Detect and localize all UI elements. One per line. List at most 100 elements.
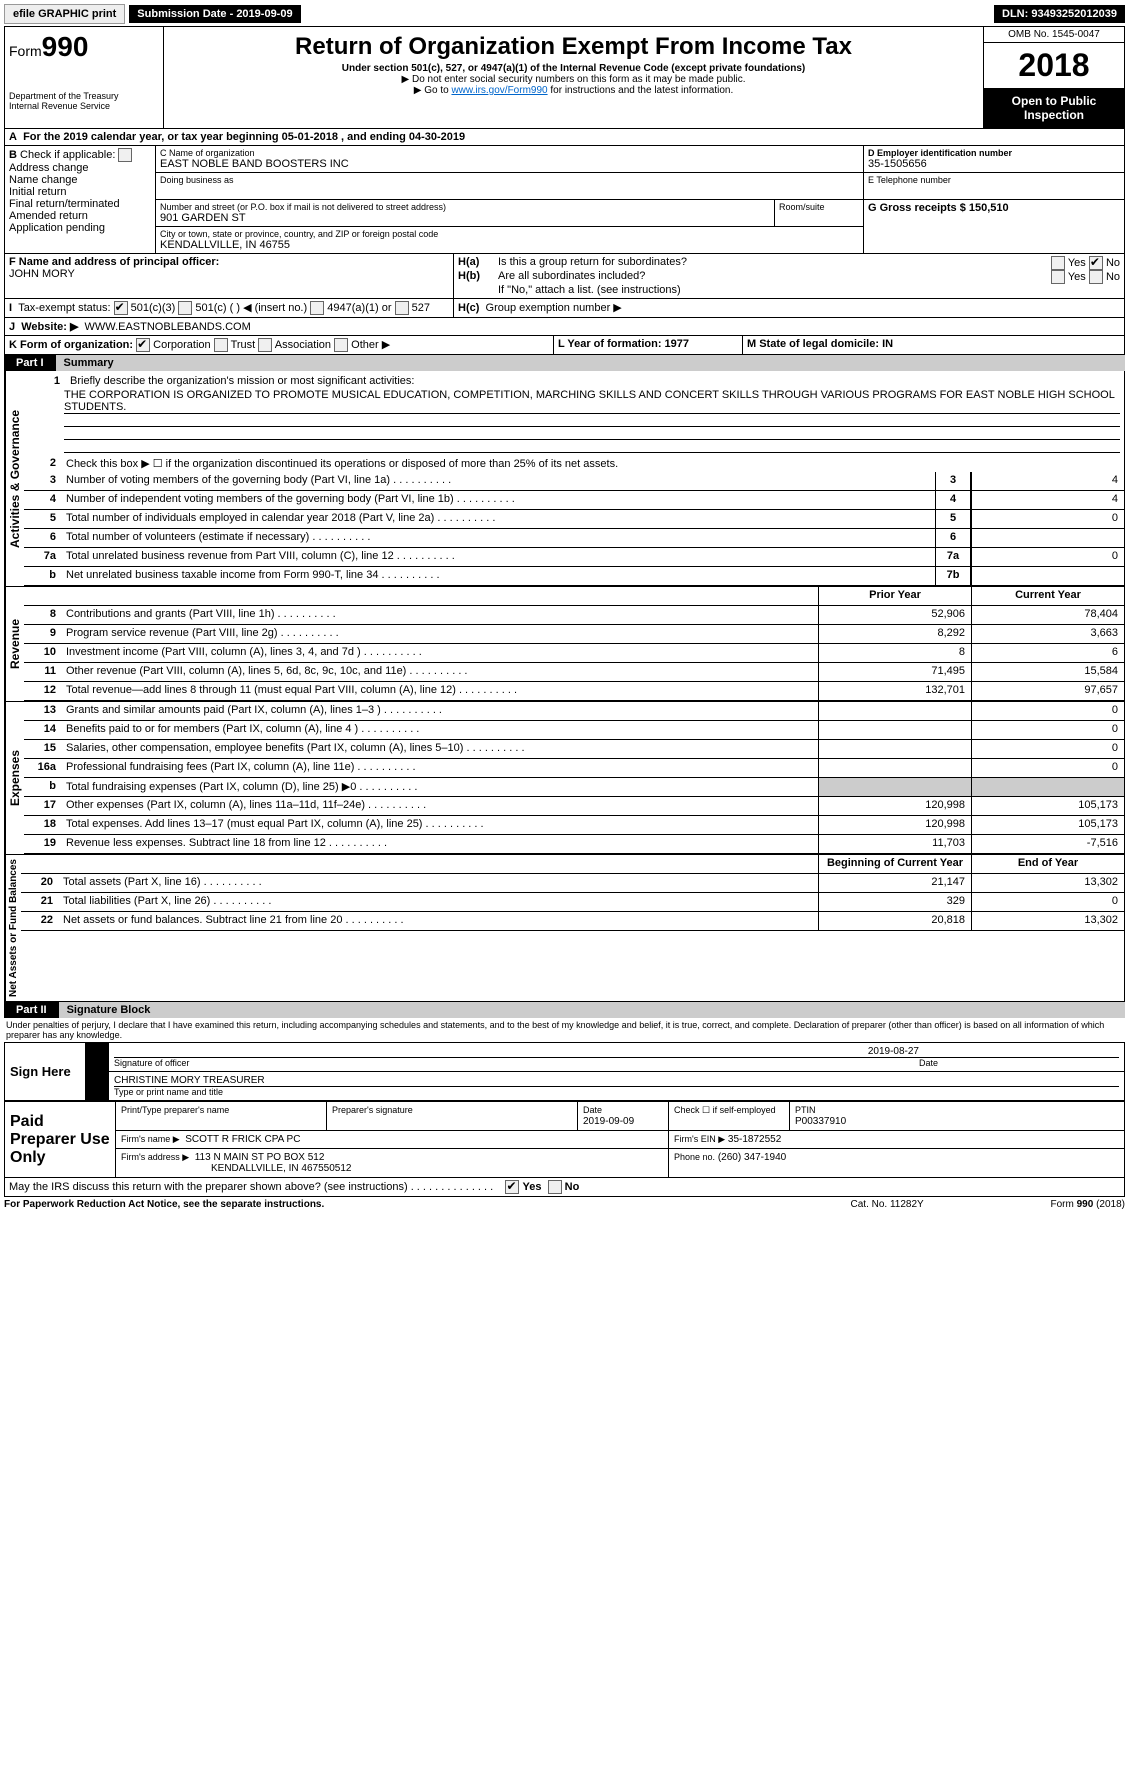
line-15: 15 Salaries, other compensation, employe… xyxy=(24,740,1124,759)
l1-label: Briefly describe the organization's miss… xyxy=(66,373,1120,389)
chk-amended: Amended return xyxy=(9,210,151,222)
line-10: 10 Investment income (Part VIII, column … xyxy=(24,644,1124,663)
efile-label: efile GRAPHIC print xyxy=(4,4,125,24)
side-rev: Revenue xyxy=(5,587,24,701)
officer-label: F Name and address of principal officer: xyxy=(9,256,219,268)
chk-pending: Application pending xyxy=(9,222,151,234)
line-20: 20 Total assets (Part X, line 16) 21,147… xyxy=(21,874,1124,893)
tax-year: 2018 xyxy=(984,43,1124,88)
sign-here: Sign Here xyxy=(5,1043,86,1101)
signature-table: Sign Here 2019-08-27 Signature of office… xyxy=(4,1042,1125,1101)
line-11: 11 Other revenue (Part VIII, column (A),… xyxy=(24,663,1124,682)
chk-527[interactable] xyxy=(395,301,409,315)
line-7a: 7a Total unrelated business revenue from… xyxy=(24,548,1124,567)
line-3: 3 Number of voting members of the govern… xyxy=(24,472,1124,491)
line-8: 8 Contributions and grants (Part VIII, l… xyxy=(24,606,1124,625)
pra-notice: For Paperwork Reduction Act Notice, see … xyxy=(4,1199,851,1210)
firm-name: SCOTT R FRICK CPA PC xyxy=(185,1134,300,1145)
chk-corp[interactable] xyxy=(136,338,150,352)
form-header: Form990 Department of the Treasury Inter… xyxy=(4,26,1125,129)
h-a: Is this a group return for subordinates? xyxy=(498,256,1051,270)
col-current: Current Year xyxy=(971,587,1124,605)
sig-officer-label: Signature of officer xyxy=(114,1058,919,1068)
chk-name-change: Name change xyxy=(9,174,151,186)
net-assets-section: Net Assets or Fund Balances Beginning of… xyxy=(4,855,1125,1002)
chk-trust[interactable] xyxy=(214,338,228,352)
open-to-public: Open to Public Inspection xyxy=(984,88,1124,128)
line-6: 6 Total number of volunteers (estimate i… xyxy=(24,529,1124,548)
website-row: J Website: ▶ WWW.EASTNOBLEBANDS.COM xyxy=(4,318,1125,336)
line-19: 19 Revenue less expenses. Subtract line … xyxy=(24,835,1124,854)
chk-assoc[interactable] xyxy=(258,338,272,352)
room-label: Room/suite xyxy=(779,202,859,212)
period-begin: For the 2019 calendar year, or tax year … xyxy=(23,131,338,143)
chk-hb-no[interactable] xyxy=(1089,270,1103,284)
chk-final: Final return/terminated xyxy=(9,198,151,210)
note-goto: ▶ Go to www.irs.gov/Form990 for instruct… xyxy=(172,85,975,96)
header-block: B Check if applicable: Address change Na… xyxy=(4,146,1125,254)
ptin-value: P00337910 xyxy=(795,1116,846,1127)
line-9: 9 Program service revenue (Part VIII, li… xyxy=(24,625,1124,644)
part1-header: Part I Summary xyxy=(4,355,1125,371)
line-22: 22 Net assets or fund balances. Subtract… xyxy=(21,912,1124,931)
side-ag: Activities & Governance xyxy=(5,371,24,586)
ein-label: D Employer identification number xyxy=(868,148,1012,158)
period-row: A For the 2019 calendar year, or tax yea… xyxy=(4,129,1125,146)
dept-label: Department of the Treasury xyxy=(9,91,159,101)
line-16a: 16a Professional fundraising fees (Part … xyxy=(24,759,1124,778)
chk-other[interactable] xyxy=(334,338,348,352)
addr-label: Number and street (or P.O. box if mail i… xyxy=(160,202,770,212)
city-value: KENDALLVILLE, IN 46755 xyxy=(160,239,859,251)
form-number: 990 xyxy=(42,31,89,62)
side-exp: Expenses xyxy=(5,702,24,854)
irs-link[interactable]: www.irs.gov/Form990 xyxy=(451,85,547,96)
line-21: 21 Total liabilities (Part X, line 26) 3… xyxy=(21,893,1124,912)
chk-discuss-yes[interactable] xyxy=(505,1180,519,1194)
form-org-row: K Form of organization: Corporation Trus… xyxy=(4,336,1125,355)
chk-addr-change: Address change xyxy=(9,162,151,174)
officer-name-title: CHRISTINE MORY TREASURER xyxy=(114,1075,1119,1087)
check-self-emp: Check ☐ if self-employed xyxy=(674,1105,776,1115)
activities-governance: Activities & Governance 1Briefly describ… xyxy=(4,371,1125,587)
chk-ha-no[interactable] xyxy=(1089,256,1103,270)
col-prior: Prior Year xyxy=(818,587,971,605)
chk-ha-yes[interactable] xyxy=(1051,256,1065,270)
officer-row: F Name and address of principal officer:… xyxy=(4,254,1125,299)
h-c: Group exemption number ▶ xyxy=(486,302,622,314)
line-17: 17 Other expenses (Part IX, column (A), … xyxy=(24,797,1124,816)
tax-exempt-label: Tax-exempt status: xyxy=(18,302,110,314)
firm-ein: 35-1872552 xyxy=(728,1134,781,1145)
chk-hb-yes[interactable] xyxy=(1051,270,1065,284)
part2-header: Part II Signature Block xyxy=(4,1002,1125,1018)
line-14: 14 Benefits paid to or for members (Part… xyxy=(24,721,1124,740)
omb-number: OMB No. 1545-0047 xyxy=(984,27,1124,43)
state-domicile: M State of legal domicile: IN xyxy=(747,338,893,350)
line-b: b Total fundraising expenses (Part IX, c… xyxy=(24,778,1124,797)
dln-label: DLN: 93493252012039 xyxy=(994,5,1125,23)
col-begin: Beginning of Current Year xyxy=(818,855,971,873)
irs-label: Internal Revenue Service xyxy=(9,101,159,111)
tax-exempt-row: I Tax-exempt status: 501(c)(3) 501(c) ( … xyxy=(4,299,1125,318)
revenue-section: Revenue Prior YearCurrent Year 8 Contrib… xyxy=(4,587,1125,702)
part1-tab: Part I xyxy=(4,355,56,371)
chk-4947[interactable] xyxy=(310,301,324,315)
firm-phone: (260) 347-1940 xyxy=(718,1152,786,1163)
sig-date: 2019-08-27 xyxy=(114,1046,1119,1058)
h-b: Are all subordinates included? xyxy=(498,270,1051,284)
chk-501c3[interactable] xyxy=(114,301,128,315)
form-org-label: K Form of organization: xyxy=(9,339,133,351)
firm-addr: 113 N MAIN ST PO BOX 512 xyxy=(195,1152,325,1163)
city-label: City or town, state or province, country… xyxy=(160,229,859,239)
footer: For Paperwork Reduction Act Notice, see … xyxy=(4,1197,1125,1212)
firm-city: KENDALLVILLE, IN 467550512 xyxy=(121,1163,351,1174)
cat-no: Cat. No. 11282Y xyxy=(851,1199,1051,1210)
dba-label: Doing business as xyxy=(160,175,859,185)
part2-tab: Part II xyxy=(4,1002,59,1018)
chk-discuss-no[interactable] xyxy=(548,1180,562,1194)
chk-b[interactable] xyxy=(118,148,132,162)
form-subtitle: Under section 501(c), 527, or 4947(a)(1)… xyxy=(172,63,975,74)
part2-title: Signature Block xyxy=(59,1002,1125,1018)
expenses-section: Expenses 13 Grants and similar amounts p… xyxy=(4,702,1125,855)
chk-501c[interactable] xyxy=(178,301,192,315)
type-name-label: Type or print name and title xyxy=(114,1087,1119,1097)
